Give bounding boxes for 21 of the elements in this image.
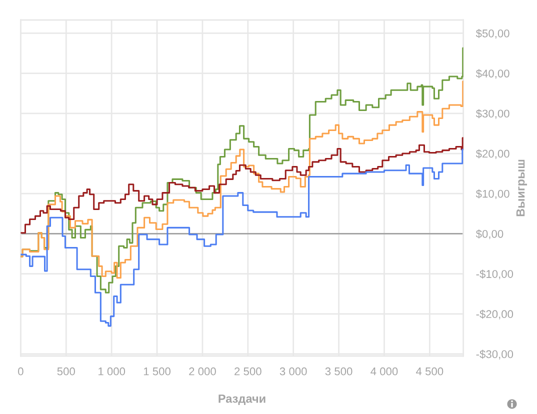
y-tick-label: $40,00 [476,69,510,79]
x-tick-label: 1 000 [98,367,126,376]
x-tick-label: 4 000 [370,367,398,376]
y-tick-label: $10,00 [476,189,510,200]
y-tick-label: $50,00 [476,29,510,39]
x-axis-title: Раздачи [218,394,266,406]
y-tick-label: $0,00 [476,230,504,240]
y-axis-title: Выигрыш [516,160,528,216]
y-tick-label: $20,00 [476,149,510,159]
x-tick-label: 500 [57,367,75,376]
x-tick-label: 2 000 [189,367,216,376]
x-tick-label: 3 500 [325,367,352,376]
x-tick-label: 2 500 [234,367,262,376]
y-tick-label: -$30,00 [476,350,514,360]
y-tick-label: -$20,00 [476,310,514,320]
y-tick-label: $30,00 [476,109,510,119]
x-tick-label: 0 [18,367,24,376]
y-tick-label: -$10,00 [476,270,514,280]
x-tick-label: 3 000 [280,367,307,376]
x-tick-label: 1 500 [144,367,170,376]
x-tick-label: 4 500 [416,367,444,376]
